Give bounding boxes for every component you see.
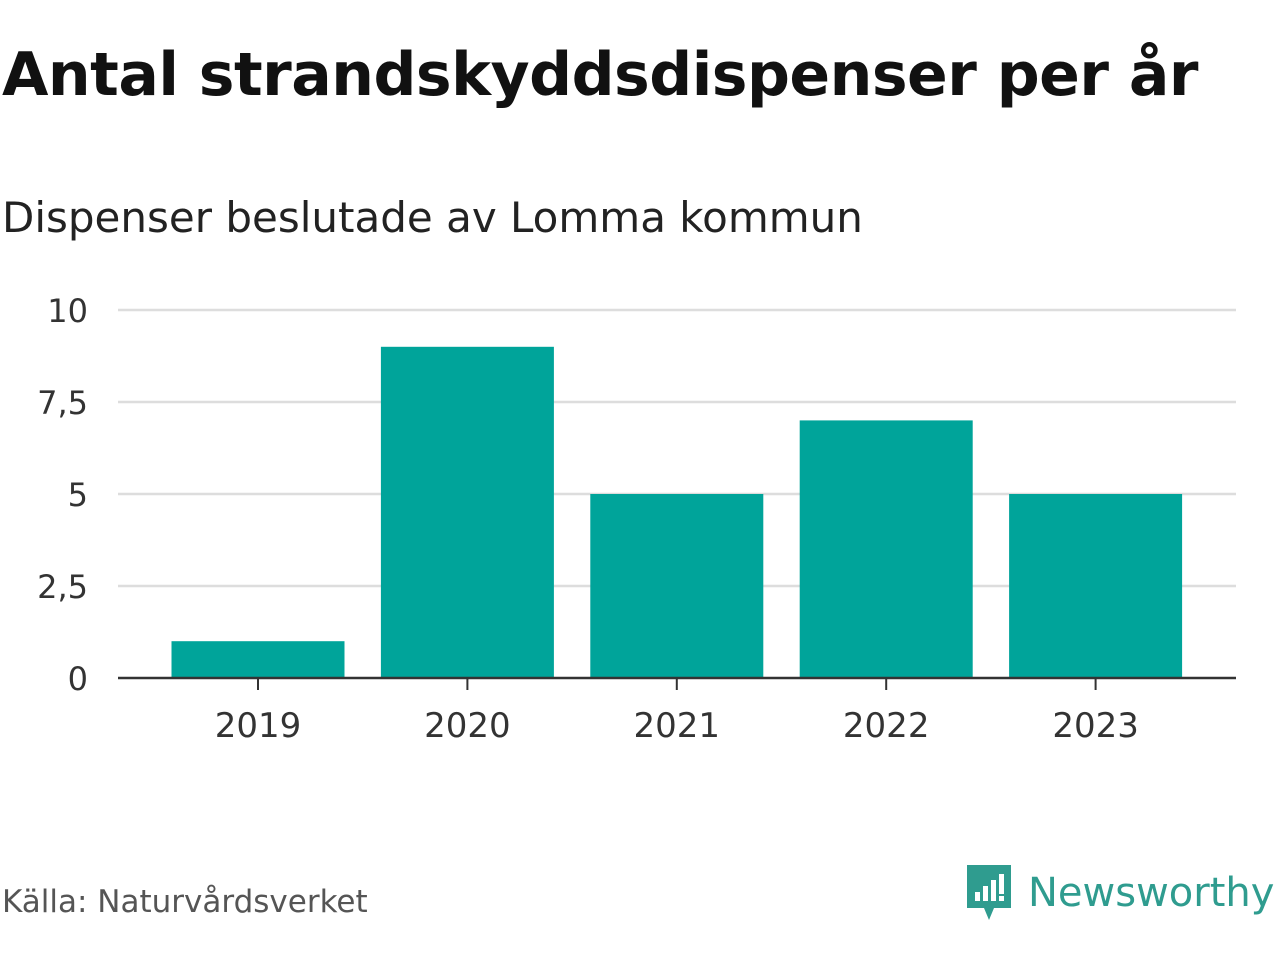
newsworthy-logo-icon [967, 865, 1011, 920]
x-tick-label: 2021 [634, 706, 721, 746]
y-tick-label: 2,5 [37, 568, 88, 606]
bar-2020 [380, 346, 554, 678]
x-tick-label: 2022 [843, 706, 930, 746]
brand-name: Newsworthy [1028, 870, 1275, 916]
y-tick-label: 5 [68, 476, 88, 514]
x-tick-label: 2019 [215, 706, 302, 746]
bar-chart: 0 2,5 5 7,5 10 2019 2020 2021 2022 2023 [37, 292, 1236, 746]
source-note: Källa: Naturvårdsverket [2, 884, 368, 920]
bar-2023 [1009, 494, 1183, 678]
chart-subtitle: Dispenser beslutade av Lomma kommun [2, 193, 863, 242]
y-tick-label: 7,5 [37, 384, 88, 422]
y-tick-label: 0 [68, 660, 88, 698]
bar-2022 [799, 420, 973, 678]
bar-2019 [171, 641, 345, 678]
y-tick-label: 10 [47, 292, 88, 330]
chart-title: Antal strandskyddsdispenser per år [2, 40, 1198, 110]
bar-2021 [590, 494, 764, 678]
x-tick-label: 2020 [424, 706, 511, 746]
x-tick-label: 2023 [1052, 706, 1139, 746]
brand-logo: Newsworthy [964, 862, 1274, 924]
